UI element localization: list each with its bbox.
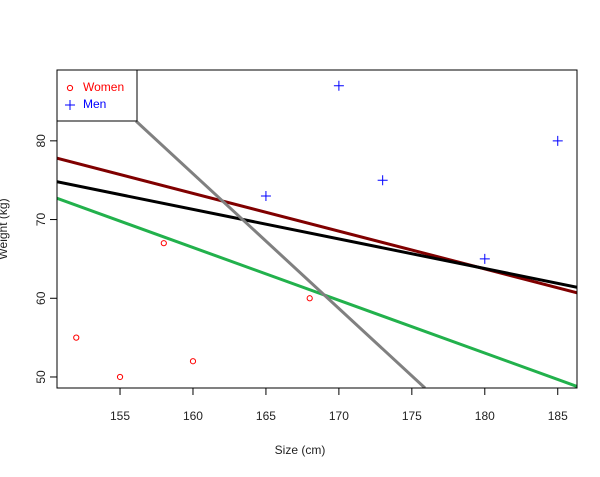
x-tick-label: 175 [402, 409, 422, 423]
point [260, 190, 271, 201]
fit-line [57, 180, 577, 289]
fit-line [57, 196, 577, 388]
legend-marker [66, 84, 74, 92]
x-tick-label: 155 [110, 409, 130, 423]
x-tick-label: 170 [329, 409, 349, 423]
point [306, 295, 313, 302]
legend-label: Men [83, 97, 106, 111]
point [479, 253, 490, 264]
y-tick-label: 60 [34, 291, 48, 305]
point [116, 373, 124, 381]
legend-box [56, 69, 138, 122]
point [552, 135, 563, 146]
point [333, 80, 344, 91]
x-tick-label: 180 [475, 409, 495, 423]
x-tick-label: 160 [183, 409, 203, 423]
point [189, 358, 197, 365]
legend-label: Women [83, 80, 124, 94]
fit-line [135, 120, 426, 388]
point [377, 175, 388, 186]
point [160, 240, 167, 247]
y-tick-label: 50 [34, 370, 48, 384]
legend-marker [65, 100, 75, 110]
x-tick-label: 165 [256, 409, 276, 423]
plot-box [56, 69, 578, 389]
point [73, 334, 80, 341]
y-axis-label: Weight (kg) [0, 198, 10, 259]
x-axis-label: Size (cm) [275, 443, 326, 457]
y-tick-label: 80 [34, 134, 48, 148]
x-tick-label: 185 [548, 409, 568, 423]
y-tick-label: 70 [34, 213, 48, 227]
plot-area [57, 80, 577, 388]
